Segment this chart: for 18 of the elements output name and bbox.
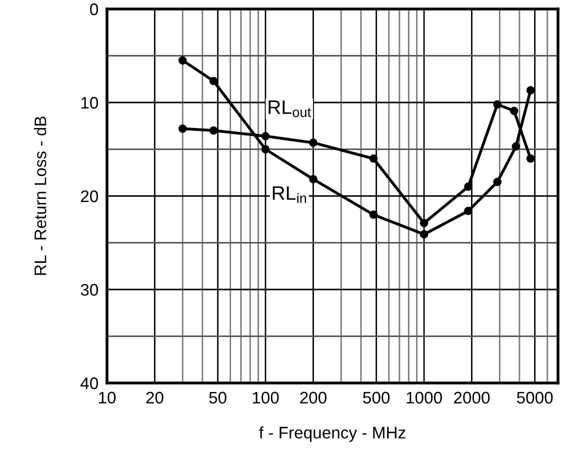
y-tick-label: 10 — [81, 96, 98, 109]
y-tick-label: 40 — [80, 377, 98, 390]
x-tick-label: 50 — [209, 392, 226, 404]
x-tick-label: 2000 — [454, 392, 490, 404]
y-tick-label: 20 — [80, 190, 98, 202]
x-tick-label: 1000 — [406, 392, 442, 404]
y-tick-label: 0 — [90, 3, 98, 16]
x-axis-title: f - Frequency - MHz — [259, 426, 406, 442]
series-label: RL$_{out}$ — [268, 100, 311, 118]
x-tick-label: 200 — [300, 392, 326, 404]
series-label: RL$_{in}$ — [272, 186, 306, 203]
y-axis-title: RL - Return Loss - dB — [34, 116, 46, 275]
y-tick-label: 30 — [80, 284, 98, 296]
x-tick-label: 10 — [99, 392, 116, 404]
x-tick-label: 100 — [252, 392, 279, 404]
x-tick-label: 20 — [146, 392, 164, 404]
x-tick-label: 5000 — [516, 392, 553, 404]
x-tick-label: 500 — [363, 392, 390, 404]
